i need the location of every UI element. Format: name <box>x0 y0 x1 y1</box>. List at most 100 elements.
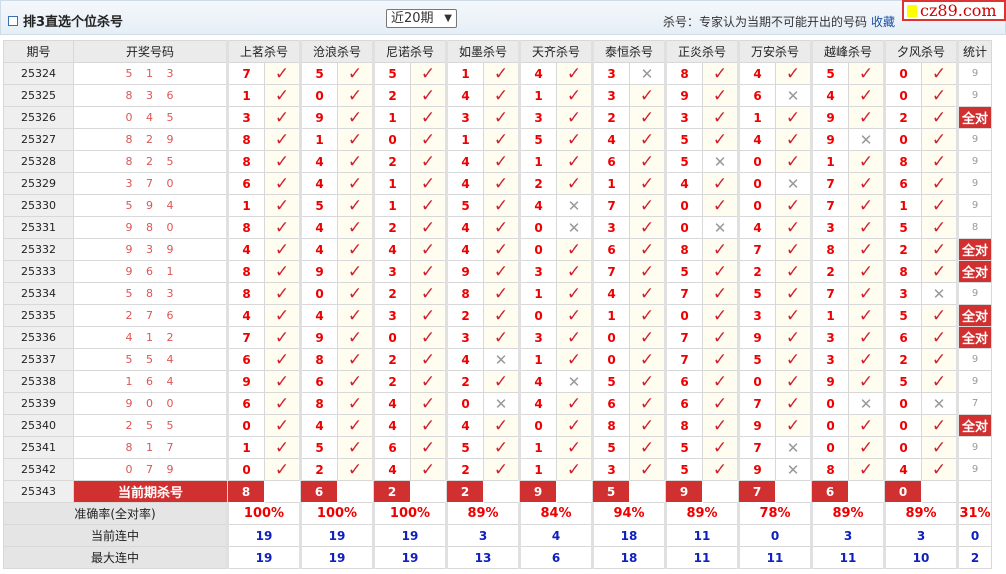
header-issue: 期号 <box>3 40 74 63</box>
header-expert: 夕风杀号 <box>883 40 958 63</box>
check-icon: ✓ <box>410 194 447 217</box>
check-icon: ✓ <box>556 458 593 481</box>
current-row: 25343 当前期杀号 8 6 2 2 9 5 9 7 6 0 <box>3 480 992 503</box>
draw-cell: 9 6 1 <box>73 260 228 283</box>
kill-number: 8 <box>810 458 849 481</box>
kill-number: 4 <box>591 128 630 151</box>
check-icon: ✓ <box>702 458 739 481</box>
current-label: 当前期杀号 <box>73 480 228 503</box>
empty-cell <box>556 480 593 503</box>
kill-number: 8 <box>299 392 338 415</box>
header-draw: 开奖号码 <box>73 40 228 63</box>
table-row: 25332 9 3 9 4 ✓ 4 ✓ 4 ✓ 4 ✓ 0 ✓ 6 ✓ 8 ✓ 7 ✓ 8 ✓ 2 ✓ 全对 <box>3 238 992 261</box>
kill-number: 2 <box>372 84 411 107</box>
kill-number: 3 <box>518 326 557 349</box>
summary-label: 准确率(全对率) <box>3 502 228 525</box>
check-icon: ✓ <box>337 348 374 371</box>
kill-number: 4 <box>226 304 265 327</box>
check-icon: ✓ <box>702 260 739 283</box>
kill-number: 5 <box>299 62 338 85</box>
check-icon: ✓ <box>921 260 958 283</box>
header-expert: 泰恒杀号 <box>591 40 666 63</box>
issue-cell: 25334 <box>3 282 74 305</box>
draw-cell: 8 1 7 <box>73 436 228 459</box>
check-icon: ✓ <box>921 458 958 481</box>
check-icon: ✓ <box>337 150 374 173</box>
check-icon: ✓ <box>410 216 447 239</box>
header-expert: 正炎杀号 <box>664 40 739 63</box>
kill-number: 4 <box>445 216 484 239</box>
table-row: 25336 4 1 2 7 ✓ 9 ✓ 0 ✓ 3 ✓ 3 ✓ 0 ✓ 7 ✓ 9 ✓ 3 ✓ 6 ✓ 全对 <box>3 326 992 349</box>
check-icon: ✓ <box>921 84 958 107</box>
check-icon: ✓ <box>556 62 593 85</box>
draw-cell: 1 6 4 <box>73 370 228 393</box>
summary-value: 19 <box>299 524 374 547</box>
favorite-link[interactable]: 收藏 <box>870 15 895 29</box>
summary-value: 19 <box>372 524 447 547</box>
check-icon: ✓ <box>410 106 447 129</box>
kill-number: 4 <box>518 392 557 415</box>
kill-number: 0 <box>372 128 411 151</box>
check-icon: ✓ <box>264 128 301 151</box>
table-row: 25341 8 1 7 1 ✓ 5 ✓ 6 ✓ 5 ✓ 1 ✓ 5 ✓ 5 ✓ 7 ✕ 0 ✓ 0 ✓ 9 <box>3 436 992 459</box>
kill-number: 0 <box>810 414 849 437</box>
check-icon: ✓ <box>337 282 374 305</box>
check-icon: ✓ <box>775 62 812 85</box>
stat-cell: 全对 <box>956 326 992 349</box>
check-icon: ✓ <box>337 260 374 283</box>
kill-number: 4 <box>445 348 484 371</box>
check-icon: ✓ <box>410 370 447 393</box>
stat-cell: 9 <box>956 194 992 217</box>
kill-number: 8 <box>226 128 265 151</box>
check-icon: ✓ <box>556 436 593 459</box>
kill-number: 0 <box>883 392 922 415</box>
kill-number: 9 <box>810 128 849 151</box>
kill-number: 8 <box>226 282 265 305</box>
kill-number: 5 <box>664 436 703 459</box>
stat-cell: 7 <box>956 392 992 415</box>
stat-cell: 9 <box>956 370 992 393</box>
kill-number: 8 <box>299 348 338 371</box>
check-icon: ✓ <box>483 436 520 459</box>
check-icon: ✓ <box>337 62 374 85</box>
summary-value: 11 <box>737 546 812 569</box>
kill-number: 0 <box>299 282 338 305</box>
check-icon: ✓ <box>556 172 593 195</box>
cross-icon: ✕ <box>848 128 885 151</box>
kill-number: 1 <box>518 436 557 459</box>
kill-number: 2 <box>883 348 922 371</box>
check-icon: ✓ <box>629 128 666 151</box>
check-icon: ✓ <box>483 370 520 393</box>
kill-number: 6 <box>226 348 265 371</box>
current-kill-number: 6 <box>811 480 849 503</box>
kill-number: 2 <box>518 172 557 195</box>
header-expert: 天齐杀号 <box>518 40 593 63</box>
draw-cell: 4 1 2 <box>73 326 228 349</box>
summary-value: 13 <box>445 546 520 569</box>
check-icon: ✓ <box>921 106 958 129</box>
kill-number: 6 <box>299 370 338 393</box>
kill-number: 1 <box>518 84 557 107</box>
summary-value: 89% <box>664 502 739 525</box>
check-icon: ✓ <box>337 326 374 349</box>
stat-cell: 全对 <box>956 238 992 261</box>
check-icon: ✓ <box>264 62 301 85</box>
kill-number: 1 <box>518 458 557 481</box>
check-icon: ✓ <box>264 458 301 481</box>
check-icon: ✓ <box>629 326 666 349</box>
check-icon: ✓ <box>483 62 520 85</box>
kill-number: 3 <box>518 260 557 283</box>
check-icon: ✓ <box>410 326 447 349</box>
kill-number: 6 <box>226 172 265 195</box>
period-select[interactable]: 近20期 ▼ <box>386 9 457 28</box>
kill-number: 4 <box>883 458 922 481</box>
kill-number: 2 <box>445 458 484 481</box>
summary-value: 18 <box>591 524 666 547</box>
kill-number: 6 <box>664 392 703 415</box>
empty-cell <box>702 480 739 503</box>
kill-number: 2 <box>445 370 484 393</box>
kill-number: 8 <box>664 414 703 437</box>
kill-number: 7 <box>664 326 703 349</box>
kill-number: 3 <box>737 304 776 327</box>
check-icon: ✓ <box>337 128 374 151</box>
